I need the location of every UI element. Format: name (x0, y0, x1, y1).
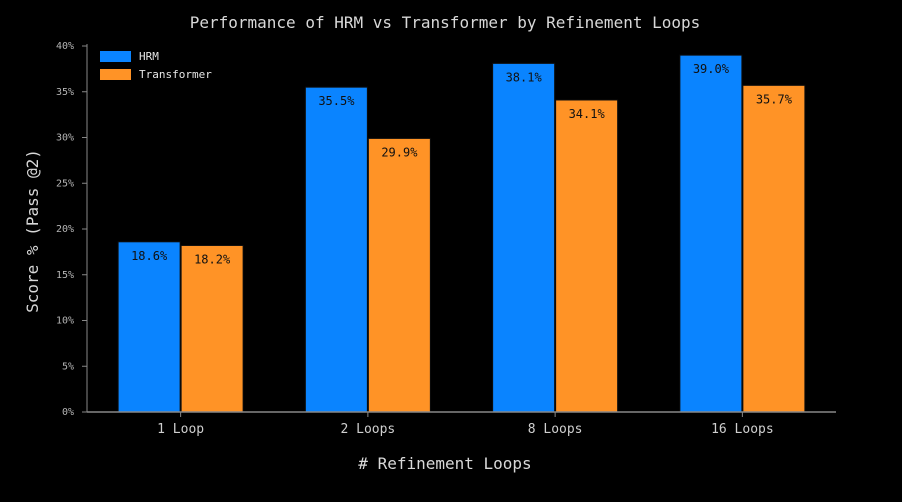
bar-value-label: 18.6% (131, 249, 168, 263)
bar-hrm-2 (304, 86, 368, 413)
bar-hrm-1 (117, 241, 181, 413)
y-tick-label: 5% (62, 361, 74, 372)
x-axis: 1 Loop 2 Loops 8 Loops 16 Loops (87, 411, 836, 437)
x-tick-label: 2 Loops (340, 422, 395, 437)
bar-value-label: 29.9% (381, 145, 418, 159)
y-tick-label: 10% (56, 316, 74, 327)
bar-value-label: 18.2% (194, 252, 231, 266)
chart-title: Performance of HRM vs Transformer by Ref… (190, 13, 701, 32)
bar-value-label: 35.5% (318, 94, 355, 108)
legend-swatch-transformer (100, 69, 131, 80)
x-tick-label: 8 Loops (528, 422, 583, 437)
bar-transformer-3 (555, 99, 619, 413)
bar-transformer-4 (742, 84, 806, 413)
legend-swatch-hrm (100, 51, 131, 62)
bar-transformer-2 (367, 137, 431, 413)
bar-value-label: 38.1% (506, 70, 543, 84)
bars-group: 18.6% 18.2% 35.5% 29.9% 38.1% 34.1% 39.0% 35.7% (117, 54, 806, 413)
y-tick-label: 25% (56, 178, 74, 189)
x-axis-title: # Refinement Loops (358, 454, 531, 473)
y-axis: 0% 5% 10% 15% 20% 25% 30% 35% 40% (56, 41, 88, 418)
bar-value-label: 39.0% (693, 62, 730, 76)
y-tick-label: 20% (56, 224, 74, 235)
y-axis-title: Score % (Pass @2) (23, 149, 42, 313)
y-tick-label: 15% (56, 270, 74, 281)
bar-hrm-3 (492, 62, 556, 413)
legend-label-transformer: Transformer (139, 68, 212, 81)
x-tick-label: 1 Loop (157, 422, 204, 437)
legend: HRM Transformer (100, 50, 212, 81)
y-tick-label: 35% (56, 87, 74, 98)
legend-label-hrm: HRM (139, 50, 159, 63)
bar-transformer-1 (180, 244, 244, 413)
bar-hrm-4 (679, 54, 743, 413)
bar-value-label: 35.7% (756, 92, 793, 106)
y-tick-label: 40% (56, 41, 74, 52)
x-tick-label: 16 Loops (711, 422, 774, 437)
bar-value-label: 34.1% (569, 107, 606, 121)
y-tick-label: 30% (56, 133, 74, 144)
y-tick-label: 0% (62, 407, 74, 418)
